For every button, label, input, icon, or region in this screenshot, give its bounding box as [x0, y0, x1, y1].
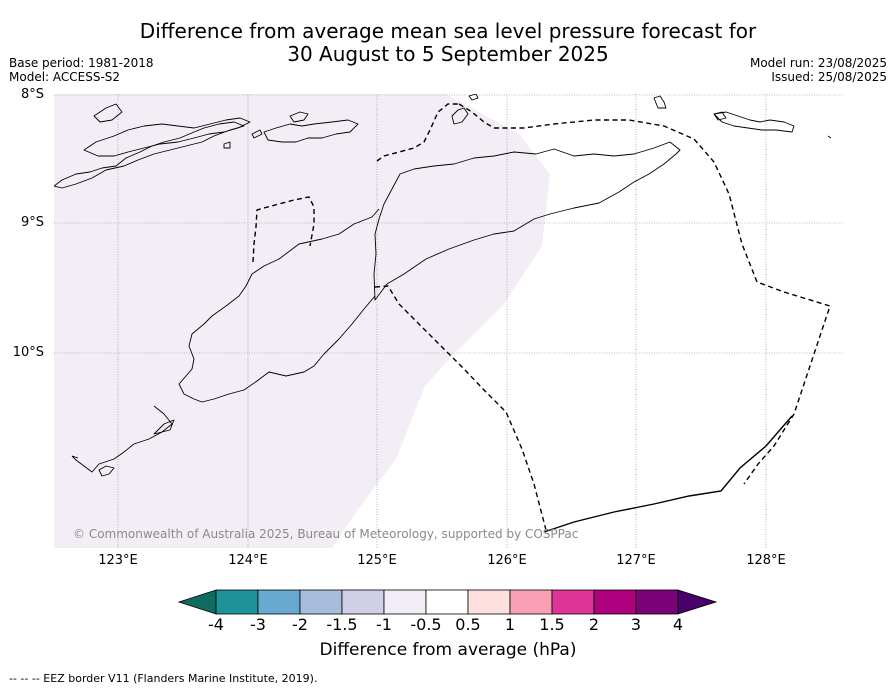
lat-label-10s: 10°S — [12, 345, 44, 360]
eez-border-south — [543, 415, 793, 533]
coastline-small-2 — [251, 129, 263, 139]
lon-label-127e: 127°E — [616, 553, 656, 568]
coastline-small-3 — [713, 111, 727, 121]
colorbar-segment — [257, 589, 301, 615]
colorbar-segment — [383, 589, 427, 615]
colorbar-segment — [635, 589, 679, 615]
coastline-flores-north — [83, 117, 251, 157]
model-text: Model: ACCESS-S2 — [9, 70, 121, 84]
colorbar-label: Difference from average (hPa) — [319, 640, 577, 660]
coastline-timor-north — [373, 141, 681, 301]
colorbar-tick-label: 4 — [672, 615, 684, 634]
copyright-notice: © Commonwealth of Australia 2025, Bureau… — [73, 527, 579, 541]
coastline-flores-east — [54, 121, 245, 189]
colorbar-arrow-high — [677, 589, 718, 615]
colorbar-segment — [341, 589, 385, 615]
colorbar-segment — [467, 589, 511, 615]
colorbar-tick-label: -2 — [292, 615, 308, 634]
colorbar-segment — [509, 589, 553, 615]
title-line-1: Difference from average mean sea level p… — [139, 19, 757, 43]
coastline-atauro — [451, 107, 469, 125]
coastline-pantar — [289, 111, 309, 123]
colorbar-segment — [551, 589, 595, 615]
eez-border-east — [458, 103, 831, 485]
anomaly-region — [54, 94, 550, 548]
eez-borders — [252, 103, 831, 531]
coastline-alor — [263, 119, 359, 143]
coastline-wetar-1 — [653, 95, 667, 109]
colorbar-segment — [425, 589, 469, 615]
eez-border-west — [374, 285, 547, 531]
lon-label-128e: 128°E — [746, 553, 786, 568]
colorbar-tick-label: 0.5 — [455, 615, 481, 634]
lon-label-125e: 125°E — [357, 553, 397, 568]
lon-label-124e: 124°E — [228, 553, 268, 568]
model-run-text: Model run: 23/08/2025 — [749, 56, 887, 70]
issued-text: Issued: 25/08/2025 — [771, 70, 887, 84]
title-line-2: 30 August to 5 September 2025 — [287, 42, 609, 66]
colorbar-tick-label: 2 — [588, 615, 600, 634]
lon-label-123e: 123°E — [98, 553, 138, 568]
map-panel — [54, 94, 844, 548]
colorbar-tick-label: 1.5 — [539, 615, 565, 634]
colorbar-tick-label: -0.5 — [410, 615, 442, 634]
eez-border-north — [376, 103, 459, 162]
colorbar-arrow-low — [178, 589, 217, 615]
coastline-semau — [153, 419, 175, 435]
coastline-solor — [93, 103, 123, 123]
gridlines — [54, 94, 844, 548]
coastline-small-1 — [223, 141, 231, 149]
coastline-timor-south — [178, 208, 380, 403]
coastline-wetar-2 — [713, 111, 795, 133]
eez-footnote: -- -- -- EEZ border V11 (Flanders Marine… — [9, 672, 318, 685]
colorbar-tick-label: -1.5 — [326, 615, 358, 634]
eez-border-oecusse — [252, 196, 315, 263]
colorbar-tick-label: 1 — [504, 615, 516, 634]
colorbar-tick-label: 3 — [630, 615, 642, 634]
coastline-small-5 — [827, 135, 832, 139]
colorbar-tick-label: -1 — [376, 615, 392, 634]
lon-label-126e: 126°E — [487, 553, 527, 568]
base-period-text: Base period: 1981-2018 — [9, 56, 154, 70]
colorbar-segment — [299, 589, 343, 615]
colorbar — [178, 589, 718, 615]
meta-right: Model run: 23/08/2025 Issued: 25/08/2025 — [750, 56, 887, 84]
lat-label-8s: 8°S — [20, 87, 44, 102]
lat-label-9s: 9°S — [20, 215, 44, 230]
coastlines — [54, 94, 832, 477]
map-title: Difference from average mean sea level p… — [0, 20, 896, 66]
colorbar-tick-label: -4 — [208, 615, 224, 634]
coastline-small-4 — [468, 94, 479, 101]
colorbar-segment — [215, 589, 259, 615]
colorbar-tick-label: -3 — [250, 615, 266, 634]
meta-left: Base period: 1981-2018 Model: ACCESS-S2 — [9, 56, 154, 84]
colorbar-segment — [593, 589, 637, 615]
